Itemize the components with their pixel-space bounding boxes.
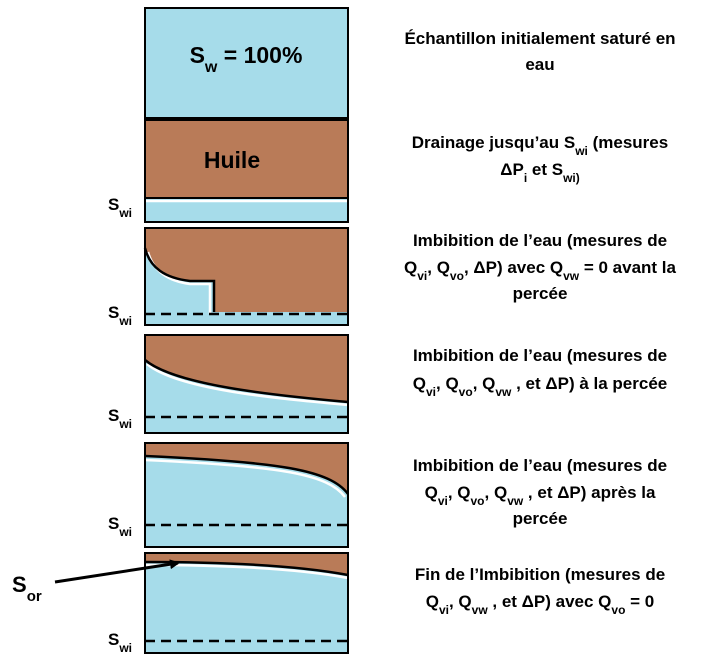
- description-line: Qvi, Qvw , et ΔP) avec Qvo = 0: [426, 592, 655, 617]
- text-run: S: [12, 572, 27, 597]
- text-run: , Q: [448, 483, 471, 502]
- box-label: Sw = 100%: [190, 42, 303, 76]
- subscript: vw: [563, 269, 580, 283]
- swi-label: Swi: [108, 630, 132, 655]
- text-run: Imbibition de l’eau (mesures de: [413, 231, 667, 250]
- description-line: Imbibition de l’eau (mesures de: [413, 346, 667, 365]
- subscript: vi: [439, 603, 449, 617]
- subscript: i: [524, 171, 527, 185]
- subscript: wi: [118, 314, 132, 328]
- swi-label: Swi: [108, 514, 132, 539]
- text-run: Q: [426, 592, 439, 611]
- subscript: vw: [472, 603, 489, 617]
- swi-label: Swi: [108, 195, 132, 220]
- text-run: , et ΔP) avec Q: [488, 592, 612, 611]
- description-line: percée: [513, 509, 568, 528]
- subscript: vi: [426, 385, 436, 399]
- text-run: S: [108, 514, 119, 533]
- text-run: = 0: [625, 592, 654, 611]
- sample-after-breakthrough: [144, 442, 349, 548]
- text-run: Imbibition de l’eau (mesures de: [413, 346, 667, 365]
- text-run: Imbibition de l’eau (mesures de: [413, 456, 667, 475]
- text-run: Q: [413, 374, 426, 393]
- subscript: wi: [118, 641, 132, 655]
- text-run: = 100%: [217, 42, 302, 68]
- text-run: percée: [513, 509, 568, 528]
- text-run: (mesures: [588, 133, 668, 152]
- subscript: vi: [438, 494, 448, 508]
- box-label: Huile: [204, 147, 260, 173]
- text-run: , ΔP) avec Q: [464, 258, 563, 277]
- swi-label: Swi: [108, 303, 132, 328]
- text-run: S: [108, 303, 119, 322]
- text-run: , Q: [449, 592, 472, 611]
- sample-at-breakthrough: [144, 334, 349, 434]
- text-run: percée: [513, 284, 568, 303]
- description-line: Échantillon initialement saturé en: [404, 29, 675, 48]
- description-line: Imbibition de l’eau (mesures de: [413, 231, 667, 250]
- text-run: , Q: [427, 258, 450, 277]
- subscript: wi: [118, 525, 132, 539]
- text-run: = 0 avant la: [579, 258, 676, 277]
- text-run: eau: [525, 55, 554, 74]
- text-run: , Q: [485, 483, 508, 502]
- subscript: vo: [459, 385, 473, 399]
- subscript: vw: [507, 494, 524, 508]
- sor-arrow: [54, 559, 180, 584]
- sample-drainage: [144, 119, 349, 223]
- text-run: ΔP: [500, 160, 524, 179]
- text-run: , et ΔP) à la percée: [511, 374, 667, 393]
- text-run: S: [190, 42, 205, 68]
- subscript: vw: [495, 385, 512, 399]
- description-line: percée: [513, 284, 568, 303]
- subscript: vo: [611, 603, 625, 617]
- description-line: Qvi, Qvo, Qvw , et ΔP) à la percée: [413, 374, 667, 399]
- text-run: et S: [527, 160, 563, 179]
- text-run: S: [108, 630, 119, 649]
- text-run: Q: [425, 483, 438, 502]
- subscript: vo: [450, 269, 464, 283]
- subscript: wi: [574, 144, 588, 158]
- description-line: eau: [525, 55, 554, 74]
- text-run: , Q: [436, 374, 459, 393]
- sor-label: Sor: [12, 572, 42, 605]
- description-line: Qvi, Qvo, ΔP) avec Qvw = 0 avant la: [404, 258, 677, 283]
- text-run: S: [108, 406, 119, 425]
- text-run: S: [108, 195, 119, 214]
- description-line: ΔPi et Swi): [500, 160, 579, 185]
- description-line: Fin de l’Imbibition (mesures de: [415, 565, 665, 584]
- subscript: vi: [417, 269, 427, 283]
- subscript: w: [204, 59, 218, 76]
- subscript: vo: [471, 494, 485, 508]
- text-run: Drainage jusqu’au S: [412, 133, 575, 152]
- subscript: wi): [562, 171, 580, 185]
- subscript: wi: [118, 417, 132, 431]
- description-line: Drainage jusqu’au Swi (mesures: [412, 133, 668, 158]
- description-line: Qvi, Qvo, Qvw , et ΔP) après la: [425, 483, 656, 508]
- sample-end-imbibition: [144, 552, 349, 654]
- text-run: , Q: [473, 374, 496, 393]
- sample-saturated: [144, 7, 349, 119]
- text-run: Échantillon initialement saturé en: [404, 29, 675, 48]
- sample-before-breakthrough: [143, 227, 349, 326]
- text-run: Huile: [204, 147, 260, 173]
- subscript: or: [27, 588, 42, 605]
- description-line: Imbibition de l’eau (mesures de: [413, 456, 667, 475]
- text-run: Q: [404, 258, 417, 277]
- text-run: , et ΔP) après la: [523, 483, 656, 502]
- swi-label: Swi: [108, 406, 132, 431]
- subscript: wi: [118, 206, 132, 220]
- text-run: Fin de l’Imbibition (mesures de: [415, 565, 665, 584]
